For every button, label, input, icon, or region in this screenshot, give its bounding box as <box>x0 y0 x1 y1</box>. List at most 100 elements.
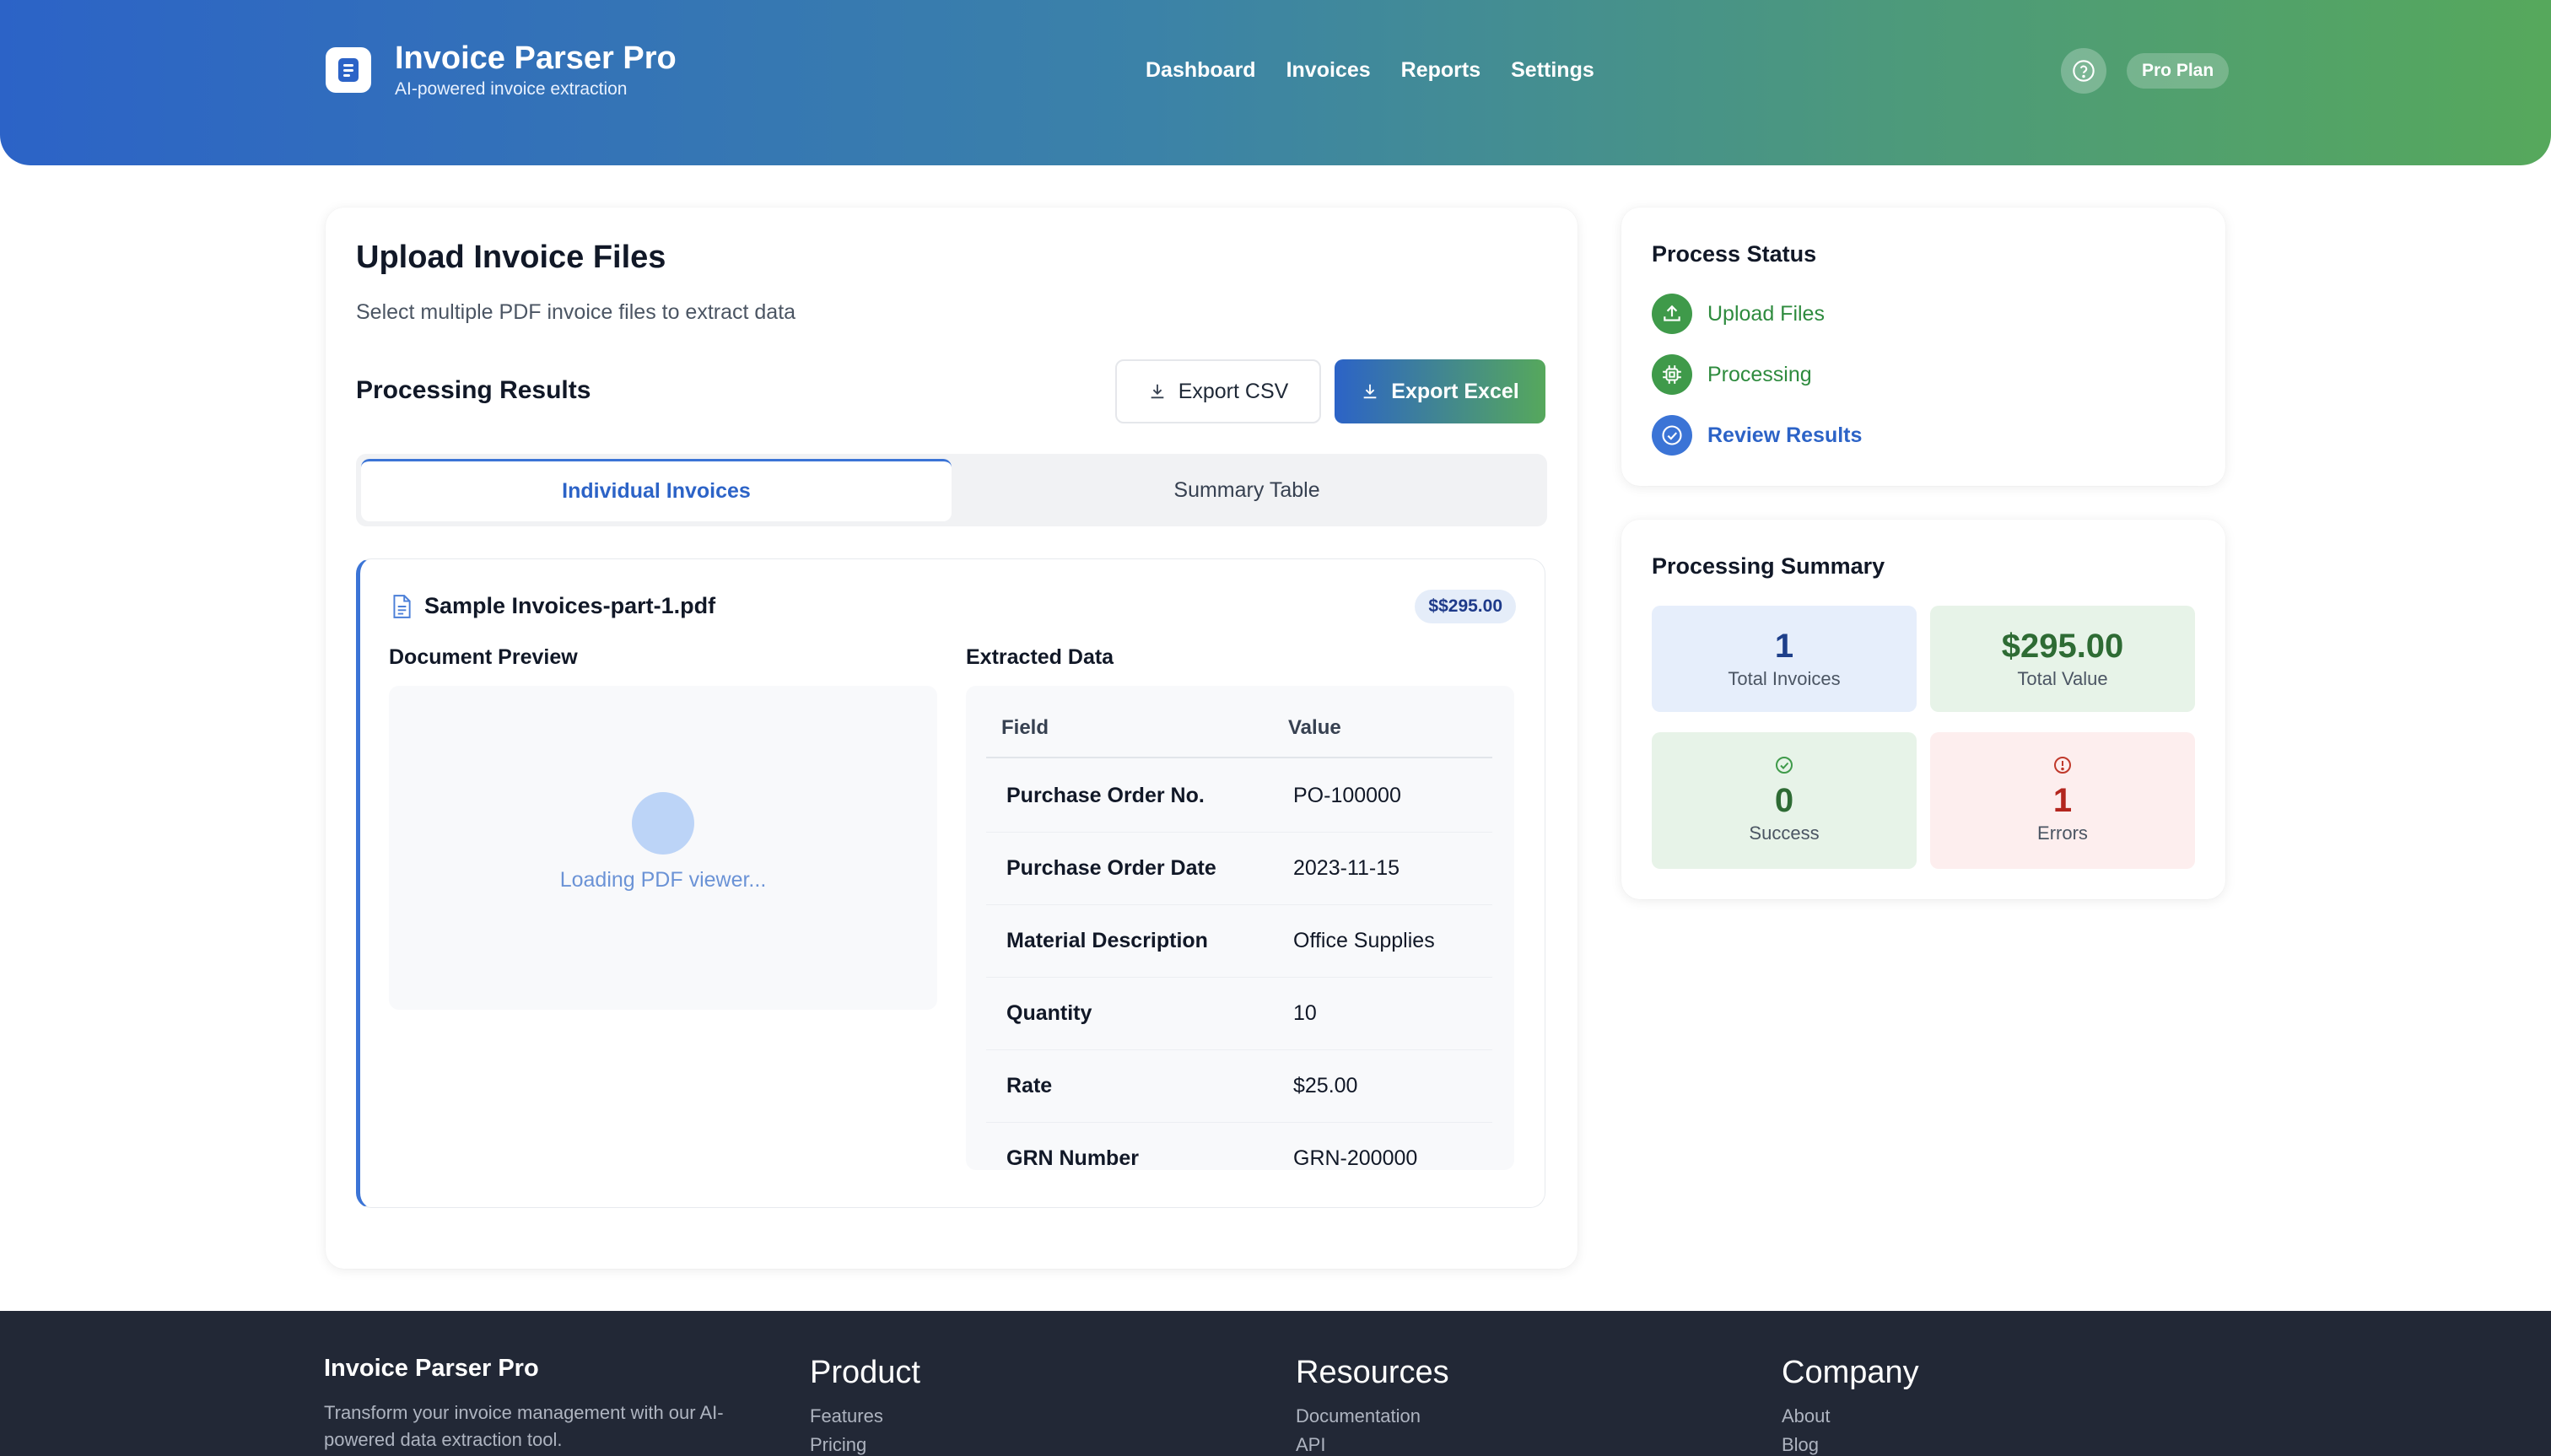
step-label: Review Results <box>1707 423 1863 447</box>
pdf-preview[interactable]: Loading PDF viewer... <box>389 686 937 1010</box>
footer-col-product: Product Features Pricing <box>810 1353 920 1456</box>
brand[interactable]: Invoice Parser Pro AI-powered invoice ex… <box>326 39 677 101</box>
stat-total-value: $295.00 Total Value <box>1930 606 2195 712</box>
step-processing: Processing <box>1652 354 1812 395</box>
table-row: GRN Number GRN-200000 <box>986 1123 1492 1170</box>
stat-value: $295.00 <box>2001 628 2124 665</box>
tab-summary-table[interactable]: Summary Table <box>1173 477 1320 502</box>
stat-total-invoices: 1 Total Invoices <box>1652 606 1917 712</box>
step-review-results: Review Results <box>1652 415 1862 456</box>
chip-icon <box>1652 354 1692 395</box>
preview-loading-text: Loading PDF viewer... <box>559 868 767 892</box>
table-row: Quantity 10 <box>986 978 1492 1050</box>
upload-icon <box>1652 294 1692 334</box>
extracted-data-table: Field Value Purchase Order No. PO-100000… <box>966 686 1514 1170</box>
invoice-amount-badge: $$295.00 <box>1415 590 1516 623</box>
column-field: Field <box>1001 716 1049 739</box>
row-value: Office Supplies <box>1293 929 1435 952</box>
app-subtitle: AI-powered invoice extraction <box>395 79 628 99</box>
step-label: Processing <box>1707 362 1812 386</box>
download-icon <box>1151 384 1164 399</box>
stat-value: 0 <box>1774 782 1794 819</box>
stat-label: Success <box>1749 822 1820 844</box>
download-icon <box>1363 384 1377 399</box>
process-status-title: Process Status <box>1652 241 1817 267</box>
row-value: PO-100000 <box>1293 784 1401 807</box>
footer-col-resources: Resources Documentation API <box>1296 1353 1449 1456</box>
invoice-card: Sample Invoices-part-1.pdf $$295.00 Docu… <box>356 558 1545 1208</box>
footer-link-documentation[interactable]: Documentation <box>1296 1405 1421 1426</box>
plan-badge[interactable]: Pro Plan <box>2127 53 2230 89</box>
footer-link-features[interactable]: Features <box>810 1405 883 1426</box>
help-button[interactable] <box>2061 48 2106 94</box>
results-tabs: Individual Invoices Summary Table <box>356 454 1547 526</box>
invoice-file-name: Sample Invoices-part-1.pdf <box>424 593 716 618</box>
footer-col-company: Company About Blog <box>1782 1353 1919 1456</box>
step-label: Upload Files <box>1707 301 1825 326</box>
row-value: $25.00 <box>1293 1074 1358 1097</box>
table-row: Material Description Office Supplies <box>986 905 1492 978</box>
row-field: GRN Number <box>1006 1146 1139 1170</box>
stat-label: Total Value <box>2017 668 2108 689</box>
check-circle-icon <box>1652 415 1692 456</box>
loading-spinner <box>632 792 694 855</box>
export-excel-button[interactable]: Export Excel <box>1335 359 1545 423</box>
stat-label: Total Invoices <box>1728 668 1841 689</box>
footer-brand: Invoice Parser Pro Transform your invoic… <box>324 1355 724 1453</box>
footer-col-title: Product <box>810 1355 920 1390</box>
footer-link-blog[interactable]: Blog <box>1782 1434 1820 1455</box>
row-value: 10 <box>1293 1001 1317 1025</box>
upload-subtitle: Select multiple PDF invoice files to ext… <box>356 300 796 324</box>
nav-dashboard[interactable]: Dashboard <box>1146 58 1256 82</box>
nav-reports[interactable]: Reports <box>1400 58 1481 82</box>
results-title: Processing Results <box>356 376 591 404</box>
extracted-heading: Extracted Data <box>966 645 1114 669</box>
footer-brand-text-2: powered data extraction tool. <box>324 1429 563 1450</box>
stat-errors: 1 Errors <box>1930 732 2195 869</box>
export-csv-button[interactable]: Export CSV <box>1115 359 1321 423</box>
processing-summary-card: Processing Summary 1 Total Invoices $295… <box>1621 520 2225 899</box>
nav-settings[interactable]: Settings <box>1511 58 1594 82</box>
check-circle-icon <box>1776 757 1793 774</box>
stat-value: 1 <box>2052 782 2073 819</box>
app-header: Invoice Parser Pro AI-powered invoice ex… <box>0 0 2551 165</box>
stat-success: 0 Success <box>1652 732 1917 869</box>
upload-card: Upload Invoice Files Select multiple PDF… <box>326 208 1578 1269</box>
processing-summary-title: Processing Summary <box>1652 553 1885 579</box>
row-field: Rate <box>1006 1074 1053 1097</box>
table-row: Rate $25.00 <box>986 1050 1492 1123</box>
site-footer: Invoice Parser Pro Transform your invoic… <box>0 1311 2551 1456</box>
nav-invoices[interactable]: Invoices <box>1286 58 1371 82</box>
help-circle-icon <box>2073 60 2095 82</box>
row-field: Purchase Order Date <box>1006 856 1216 880</box>
document-logo-icon <box>326 47 371 93</box>
invoice-file-heading: Sample Invoices-part-1.pdf <box>391 593 715 619</box>
export-csv-label: Export CSV <box>1178 379 1289 403</box>
file-text-icon <box>393 594 411 618</box>
main-nav: Dashboard Invoices Reports Settings <box>1146 56 1625 84</box>
footer-brand-title: Invoice Parser Pro <box>324 1355 539 1382</box>
row-field: Purchase Order No. <box>1006 784 1205 807</box>
row-field: Quantity <box>1006 1001 1092 1025</box>
footer-col-title: Resources <box>1296 1355 1449 1390</box>
upload-title: Upload Invoice Files <box>356 240 666 275</box>
footer-link-pricing[interactable]: Pricing <box>810 1434 867 1455</box>
table-row: Purchase Order No. PO-100000 <box>986 760 1492 833</box>
export-excel-label: Export Excel <box>1391 379 1519 403</box>
stat-value: 1 <box>1774 628 1794 665</box>
row-value: GRN-200000 <box>1293 1146 1418 1170</box>
app-title: Invoice Parser Pro <box>395 40 677 76</box>
step-upload-files: Upload Files <box>1652 294 1825 334</box>
preview-heading: Document Preview <box>389 645 578 669</box>
row-value: 2023-11-15 <box>1293 856 1400 880</box>
table-row: Purchase Order Date 2023-11-15 <box>986 833 1492 905</box>
footer-link-api[interactable]: API <box>1296 1434 1326 1455</box>
tab-individual-invoices[interactable]: Individual Invoices <box>361 459 952 521</box>
footer-col-title: Company <box>1782 1355 1919 1390</box>
footer-link-about[interactable]: About <box>1782 1405 1831 1426</box>
alert-circle-icon <box>2054 757 2071 774</box>
process-status-card: Process Status Upload Files Processing R… <box>1621 208 2225 486</box>
row-field: Material Description <box>1006 929 1208 952</box>
table-header: Field Value <box>986 716 1492 758</box>
column-value: Value <box>1288 716 1341 739</box>
